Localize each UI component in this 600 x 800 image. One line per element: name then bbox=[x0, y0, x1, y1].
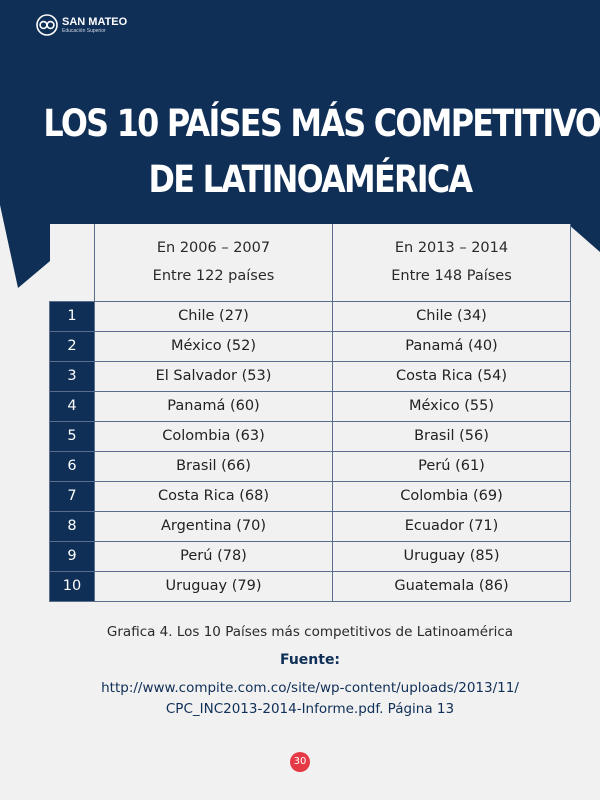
source-url-line-2[interactable]: CPC_INC2013-2014-Informe.pdf. Página 13 bbox=[165, 701, 455, 717]
figure-caption: Grafica 4. Los 10 Países más competitivo… bbox=[106, 624, 514, 640]
table-row: 7 Costa Rica (68) Colombia (69) bbox=[49, 480, 571, 512]
rank-cell: 5 bbox=[49, 420, 95, 452]
country-2006-cell: Colombia (63) bbox=[94, 420, 333, 452]
title-line-2: DE LATINOAMÉRICA bbox=[148, 158, 474, 201]
column-header-2013-period: En 2013 – 2014 bbox=[394, 240, 509, 257]
country-2006-cell: Brasil (66) bbox=[94, 450, 333, 482]
country-2013-cell: Perú (61) bbox=[332, 450, 571, 482]
country-2013-cell: Ecuador (71) bbox=[332, 510, 571, 542]
country-2006-cell: Panamá (60) bbox=[94, 390, 333, 422]
table-row: 5 Colombia (63) Brasil (56) bbox=[49, 420, 571, 452]
column-header-2006-period: En 2006 – 2007 bbox=[156, 240, 271, 257]
logo-subtitle: Educación Superior bbox=[62, 27, 106, 34]
country-2006-cell: Costa Rica (68) bbox=[94, 480, 333, 512]
country-2013-cell: Colombia (69) bbox=[332, 480, 571, 512]
rank-header bbox=[49, 224, 95, 301]
column-header-2006: En 2006 – 2007 Entre 122 países bbox=[94, 224, 333, 301]
rank-cell: 1 bbox=[49, 300, 95, 332]
table-row: 4 Panamá (60) México (55) bbox=[49, 390, 571, 422]
table-row: 8 Argentina (70) Ecuador (71) bbox=[49, 510, 571, 542]
country-2006-cell: El Salvador (53) bbox=[94, 360, 333, 392]
page-number-badge: 30 bbox=[290, 752, 310, 772]
column-header-2013: En 2013 – 2014 Entre 148 Países bbox=[332, 224, 571, 301]
column-header-2013-count: Entre 148 Países bbox=[391, 268, 512, 285]
country-2013-cell: Panamá (40) bbox=[332, 330, 571, 362]
source-url-line-1[interactable]: http://www.compite.com.co/site/wp-conten… bbox=[101, 680, 519, 696]
country-2006-cell: México (52) bbox=[94, 330, 333, 362]
ranking-table: En 2006 – 2007 Entre 122 países En 2013 … bbox=[49, 224, 571, 602]
country-2013-cell: Brasil (56) bbox=[332, 420, 571, 452]
source-label: Fuente: bbox=[279, 652, 341, 668]
rank-cell: 8 bbox=[49, 510, 95, 542]
rank-cell: 3 bbox=[49, 360, 95, 392]
rank-cell: 4 bbox=[49, 390, 95, 422]
source-link[interactable]: http://www.compite.com.co/site/wp-conten… bbox=[0, 678, 600, 720]
table-row: 2 México (52) Panamá (40) bbox=[49, 330, 571, 362]
rank-cell: 10 bbox=[49, 570, 95, 602]
column-header-2006-count: Entre 122 países bbox=[152, 268, 275, 285]
country-2013-cell: Guatemala (86) bbox=[332, 570, 571, 602]
country-2006-cell: Argentina (70) bbox=[94, 510, 333, 542]
table-row: 1 Chile (27) Chile (34) bbox=[49, 300, 571, 332]
table-row: 3 El Salvador (53) Costa Rica (54) bbox=[49, 360, 571, 392]
logo-mark-icon bbox=[36, 14, 58, 36]
logo: SAN MATEO Educación Superior bbox=[36, 14, 127, 36]
country-2013-cell: Costa Rica (54) bbox=[332, 360, 571, 392]
page-title: LOS 10 PAÍSES MÁS COMPETITIVOS DE LATINO… bbox=[43, 96, 600, 208]
header-banner bbox=[0, 0, 600, 288]
table-row: 6 Brasil (66) Perú (61) bbox=[49, 450, 571, 482]
country-2013-cell: Uruguay (85) bbox=[332, 540, 571, 572]
table-row: 9 Perú (78) Uruguay (85) bbox=[49, 540, 571, 572]
country-2006-cell: Uruguay (79) bbox=[94, 570, 333, 602]
ranking-table-wrapper: En 2006 – 2007 Entre 122 países En 2013 … bbox=[49, 224, 571, 602]
rank-cell: 6 bbox=[49, 450, 95, 482]
country-2013-cell: Chile (34) bbox=[332, 300, 571, 332]
table-row: 10 Uruguay (79) Guatemala (86) bbox=[49, 570, 571, 602]
rank-cell: 7 bbox=[49, 480, 95, 512]
logo-name: SAN MATEO bbox=[62, 15, 128, 28]
country-2006-cell: Perú (78) bbox=[94, 540, 333, 572]
title-line-1: LOS 10 PAÍSES MÁS COMPETITIVOS bbox=[43, 102, 600, 145]
country-2013-cell: México (55) bbox=[332, 390, 571, 422]
rank-cell: 9 bbox=[49, 540, 95, 572]
rank-cell: 2 bbox=[49, 330, 95, 362]
country-2006-cell: Chile (27) bbox=[94, 300, 333, 332]
